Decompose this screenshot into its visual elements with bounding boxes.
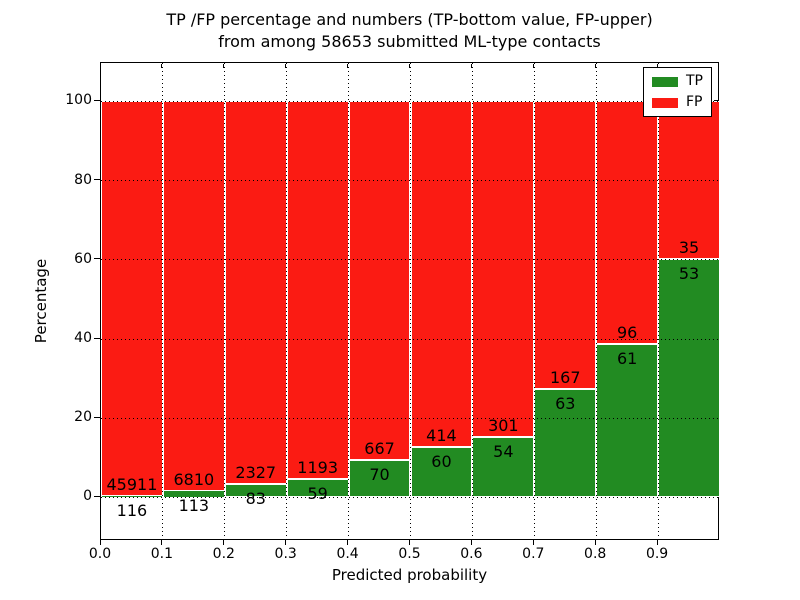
- fp-bar-segment: [410, 101, 473, 448]
- y-tick-mark-right: [713, 99, 718, 101]
- x-tick-mark: [285, 540, 287, 545]
- x-tick-mark: [99, 540, 101, 545]
- chart-title-line2: from among 58653 submitted ML-type conta…: [218, 32, 601, 51]
- tp-bar-segment: [286, 478, 349, 498]
- fp-bar-segment: [286, 101, 349, 479]
- tp-bar-segment: [162, 490, 225, 498]
- x-tick-mark-top: [409, 63, 410, 68]
- fp-bar-segment: [658, 101, 720, 259]
- tp-bar-segment: [472, 437, 535, 498]
- y-tick-label: 80: [74, 171, 92, 188]
- fp-bar-segment: [224, 101, 287, 484]
- tp-bar-segment: [101, 496, 163, 498]
- x-tick-mark-top: [594, 63, 596, 68]
- x-tick-mark-top: [470, 63, 472, 68]
- plot-area: 45911 116 6810 113 2327 83 1193 59 667 70 414 60 301…: [100, 62, 720, 540]
- tp-bar-segment: [224, 483, 287, 498]
- tp-bar-segment: [410, 447, 473, 498]
- y-tick-label: 20: [74, 409, 92, 426]
- y-tick-mark: [94, 179, 100, 181]
- x-tick-mark-top: [347, 63, 349, 68]
- x-tick-mark-top: [285, 63, 287, 68]
- tp-bar-segment: [596, 343, 659, 498]
- x-tick-mark: [470, 540, 472, 545]
- x-tick-label: 0.3: [274, 546, 297, 562]
- x-tick-label: 0.1: [150, 546, 174, 562]
- x-tick-label: 0.4: [336, 546, 359, 562]
- legend-swatch-fp: [652, 97, 678, 108]
- y-tick-mark: [94, 337, 100, 339]
- y-tick-mark: [94, 416, 100, 418]
- chart-title: TP /FP percentage and numbers (TP-bottom…: [100, 9, 719, 53]
- x-tick-mark-top: [532, 63, 534, 68]
- x-tick-mark-top: [223, 63, 225, 68]
- y-tick-label: 60: [74, 250, 92, 267]
- x-tick-label: 0.2: [212, 546, 235, 562]
- fp-bar-segment: [472, 101, 535, 438]
- fp-bar-segment: [596, 101, 659, 344]
- x-tick-label: 0.9: [645, 546, 669, 562]
- legend-row: TP: [652, 73, 703, 90]
- x-tick-label: 0.5: [398, 546, 421, 562]
- x-tick-label: 0.0: [88, 546, 112, 562]
- legend-row: FP: [652, 94, 703, 111]
- fp-bar-segment: [534, 101, 597, 389]
- x-tick-mark: [223, 540, 225, 545]
- y-tick-label: 100: [65, 92, 92, 109]
- legend-swatch-tp: [652, 76, 678, 87]
- x-tick-label: 0.8: [584, 546, 607, 562]
- x-tick-mark-top: [656, 63, 658, 68]
- y-tick-label: 40: [74, 330, 92, 347]
- bars-layer: [101, 63, 720, 539]
- legend-label-fp: FP: [686, 94, 703, 110]
- y-tick-mark: [94, 99, 100, 101]
- x-tick-mark: [409, 540, 410, 545]
- tp-bar-segment: [658, 258, 720, 498]
- tp-bar-segment: [534, 388, 597, 498]
- tp-bar-segment: [348, 459, 411, 498]
- fp-bar-segment: [162, 101, 225, 491]
- x-tick-mark-top: [99, 63, 101, 68]
- y-tick-label: 0: [83, 488, 92, 505]
- fp-bar-segment: [348, 101, 411, 460]
- x-tick-mark: [594, 540, 596, 545]
- legend-label-tp: TP: [686, 73, 703, 89]
- fp-bar-segment: [101, 101, 163, 497]
- legend: TP FP: [643, 67, 712, 117]
- chart-title-line1: TP /FP percentage and numbers (TP-bottom…: [166, 10, 653, 29]
- x-axis-label: Predicted probability: [331, 566, 488, 584]
- x-tick-label: 0.6: [460, 546, 483, 562]
- x-tick-mark: [347, 540, 349, 545]
- x-tick-mark: [656, 540, 658, 545]
- y-tick-mark: [94, 495, 100, 497]
- x-tick-mark-top: [161, 63, 163, 68]
- y-tick-mark: [94, 258, 100, 260]
- x-tick-label: 0.7: [522, 546, 545, 562]
- x-tick-mark: [161, 540, 163, 545]
- x-tick-mark: [532, 540, 534, 545]
